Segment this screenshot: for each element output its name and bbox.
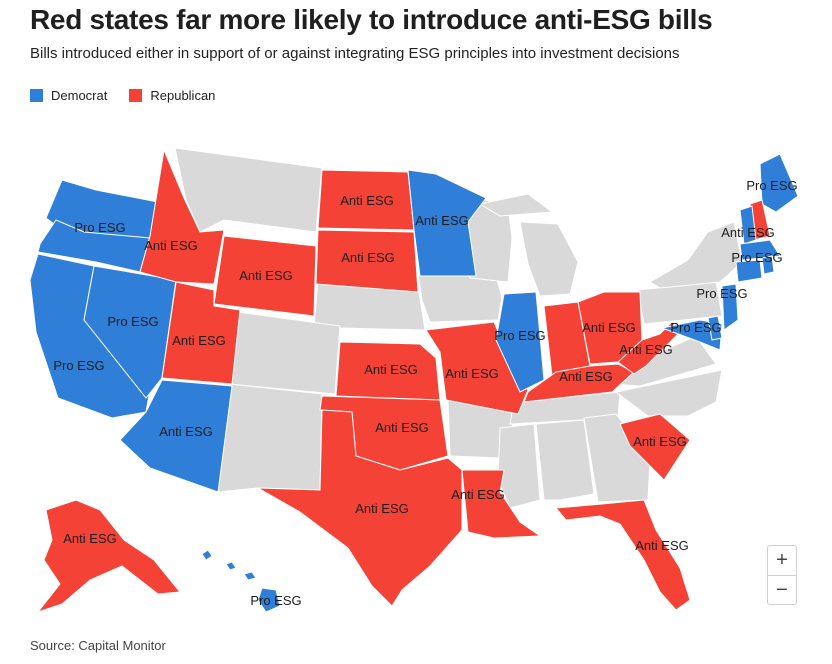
state-NM[interactable] — [217, 383, 323, 493]
state-MT[interactable] — [174, 147, 323, 233]
label-ME: Pro ESG — [746, 178, 797, 193]
label-IL: Pro ESG — [494, 328, 545, 343]
legend-label-republican: Republican — [150, 88, 216, 103]
state-SD[interactable] — [315, 229, 419, 293]
label-UT: Anti ESG — [172, 333, 225, 348]
state-RI[interactable] — [761, 255, 775, 275]
state-TX[interactable] — [257, 409, 463, 607]
label-ID: Anti ESG — [144, 238, 197, 253]
zoom-out-button[interactable]: − — [768, 575, 796, 605]
state-MA[interactable] — [739, 239, 781, 261]
state-AK[interactable] — [36, 499, 181, 614]
label-LA: Anti ESG — [451, 487, 504, 502]
label-AK: Anti ESG — [63, 531, 116, 546]
state-IL[interactable] — [495, 291, 545, 393]
chart-title: Red states far more likely to introduce … — [30, 4, 713, 35]
state-MI[interactable] — [478, 193, 579, 297]
legend-item-republican[interactable]: Republican — [129, 88, 215, 103]
zoom-in-button[interactable]: + — [776, 549, 788, 571]
state-IA[interactable] — [417, 273, 503, 323]
state-WY[interactable] — [213, 235, 317, 317]
state-AL[interactable] — [535, 419, 595, 501]
state-UT[interactable] — [161, 281, 241, 385]
label-MO: Anti ESG — [445, 366, 498, 381]
state-ME[interactable] — [759, 153, 799, 213]
label-KY: Anti ESG — [559, 369, 612, 384]
label-MA: Pro ESG — [731, 250, 782, 265]
label-KS: Anti ESG — [364, 362, 417, 377]
legend-swatch-republican — [129, 89, 143, 102]
state-CO[interactable] — [227, 311, 341, 395]
label-MN: Anti ESG — [415, 213, 468, 228]
legend-label-democrat: Democrat — [51, 88, 108, 103]
chart-subtitle: Bills introduced either in support of or… — [30, 45, 680, 62]
state-GA[interactable] — [583, 413, 651, 503]
label-WY: Anti ESG — [239, 268, 292, 283]
state-DE[interactable] — [707, 315, 723, 341]
label-NH: Anti ESG — [721, 225, 774, 240]
state-ID[interactable] — [139, 148, 225, 285]
state-NJ[interactable] — [721, 283, 739, 331]
label-SD: Anti ESG — [341, 250, 394, 265]
label-HI: Pro ESG — [250, 593, 301, 608]
state-MN[interactable] — [407, 169, 487, 277]
legend-item-democrat[interactable]: Democrat — [30, 88, 107, 103]
label-CA: Pro ESG — [53, 358, 104, 373]
label-OH: Anti ESG — [582, 320, 635, 335]
state-LA[interactable] — [461, 469, 542, 539]
state-HI[interactable] — [201, 549, 281, 613]
state-AZ[interactable] — [119, 379, 233, 493]
legend-swatch-democrat — [30, 89, 43, 102]
state-SC[interactable] — [619, 413, 691, 481]
no-bill-states — [174, 147, 743, 509]
label-NV: Pro ESG — [107, 314, 158, 329]
state-NC[interactable] — [614, 369, 723, 417]
zoom-control: + − — [767, 545, 797, 605]
label-SC: Anti ESG — [633, 434, 686, 449]
label-MD: Pro ESG — [670, 320, 721, 335]
state-CT[interactable] — [735, 259, 763, 283]
state-FL[interactable] — [555, 499, 691, 611]
state-labels: Pro ESG Pro ESG Pro ESG Anti ESG Anti ES… — [53, 178, 797, 608]
label-WV: Anti ESG — [619, 342, 672, 357]
label-TX: Anti ESG — [355, 501, 408, 516]
label-WA: Pro ESG — [74, 220, 125, 235]
legend: Democrat Republican — [30, 88, 215, 103]
label-OK: Anti ESG — [375, 420, 428, 435]
label-FL: Anti ESG — [635, 538, 688, 553]
colored-states — [29, 148, 799, 614]
state-NY[interactable] — [649, 221, 743, 289]
label-NJ: Pro ESG — [696, 286, 747, 301]
state-KS[interactable] — [335, 341, 441, 401]
label-ND: Anti ESG — [340, 193, 393, 208]
label-AZ: Anti ESG — [159, 424, 212, 439]
source-note: Source: Capital Monitor — [30, 638, 166, 653]
state-VT[interactable] — [739, 205, 757, 245]
